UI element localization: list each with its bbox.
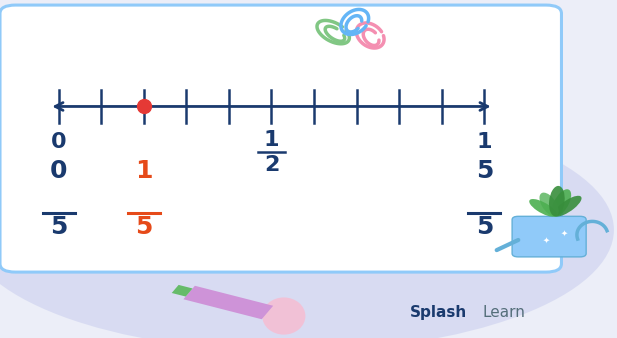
Text: 5: 5 xyxy=(50,215,67,239)
Text: 5: 5 xyxy=(476,215,493,239)
Text: 1: 1 xyxy=(476,132,492,152)
Text: 2: 2 xyxy=(264,155,279,175)
Polygon shape xyxy=(172,285,193,296)
Ellipse shape xyxy=(549,186,565,216)
Text: ✦: ✦ xyxy=(542,236,550,244)
Ellipse shape xyxy=(553,196,582,217)
Text: ✦: ✦ xyxy=(561,229,568,238)
Text: 0: 0 xyxy=(51,132,67,152)
FancyBboxPatch shape xyxy=(0,5,561,272)
Text: 1: 1 xyxy=(263,130,280,150)
Text: 0: 0 xyxy=(50,159,67,183)
Ellipse shape xyxy=(552,189,571,216)
Ellipse shape xyxy=(0,108,614,338)
Text: 5: 5 xyxy=(135,215,152,239)
Polygon shape xyxy=(183,286,273,319)
Text: Splash: Splash xyxy=(410,305,468,320)
Ellipse shape xyxy=(262,297,305,335)
Text: Learn: Learn xyxy=(482,305,525,320)
Text: 5: 5 xyxy=(476,159,493,183)
Text: 1: 1 xyxy=(135,159,152,183)
Ellipse shape xyxy=(529,199,557,217)
FancyBboxPatch shape xyxy=(512,216,586,257)
Ellipse shape xyxy=(539,193,559,216)
